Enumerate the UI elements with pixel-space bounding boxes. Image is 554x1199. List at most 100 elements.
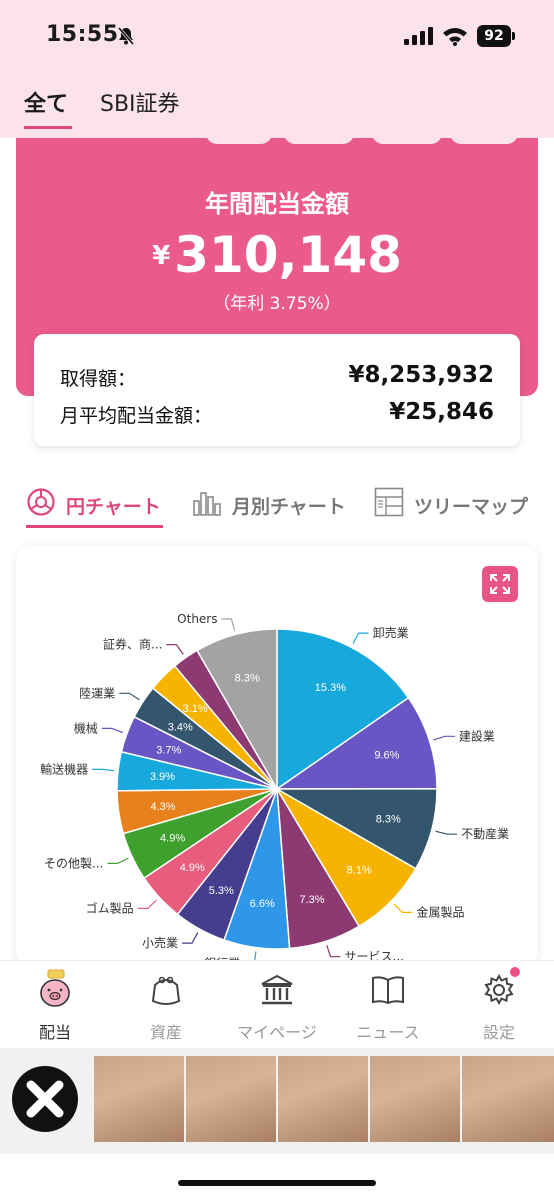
slice-percent-label: 15.3%	[315, 682, 346, 694]
tab-label: ニュース	[356, 1023, 420, 1042]
pie-slice[interactable]	[196, 628, 278, 792]
slice-category-label: その他製...	[44, 856, 103, 870]
slice-category-label: 輸送機器	[40, 761, 88, 776]
leader-line	[182, 932, 199, 944]
treemap-icon	[374, 487, 404, 517]
slice-percent-label: 8.1%	[347, 865, 372, 877]
monthly-average-value: ¥25,846	[389, 399, 494, 425]
slice-percent-label: 3.4%	[168, 721, 193, 733]
acquisition-info-card: 取得額： ¥8,253,932 月平均配当金額： ¥25,846	[34, 334, 520, 446]
slice-category-label: 陸運業	[79, 686, 115, 700]
filter-chip[interactable]	[450, 138, 518, 144]
cellular-signal-icon	[404, 27, 433, 45]
slice-category-label: Others	[177, 612, 217, 626]
leader-line	[119, 692, 140, 701]
slice-category-label: 小売業	[142, 935, 178, 950]
home-indicator	[178, 1180, 376, 1186]
leader-line	[352, 632, 369, 644]
leader-line	[137, 899, 157, 909]
slice-percent-label: 3.7%	[156, 744, 181, 756]
annual-dividend-amount: ¥310,148	[16, 226, 538, 284]
bar-chart-icon	[193, 492, 221, 516]
leader-line	[435, 830, 458, 835]
status-time: 15:55	[46, 22, 119, 47]
filter-chip[interactable]	[372, 138, 442, 144]
slice-category-label: 建設業	[459, 728, 495, 743]
filter-chip[interactable]	[206, 138, 272, 144]
tab-all[interactable]: 全て	[24, 92, 69, 117]
tab-treemap[interactable]: ツリーマップ	[374, 480, 534, 524]
leader-line	[221, 618, 236, 631]
tab-monthly-chart[interactable]: 月別チャート	[192, 480, 352, 524]
ad-image[interactable]	[370, 1056, 460, 1142]
tab-label: 資産	[149, 1023, 182, 1042]
slice-percent-label: 4.9%	[180, 862, 205, 874]
tab-news[interactable]: ニュース	[333, 961, 443, 1049]
pie-chart-card: 15.3% 卸売業 9.6% 建設業 8.3% 不動産業 8.1% 金属製品 7.3% サービス.…	[16, 546, 538, 966]
bottom-tab-bar: 配当 資産 マイページ ニュース	[0, 960, 554, 1049]
expand-button[interactable]	[482, 566, 518, 602]
pie-slice[interactable]	[276, 628, 410, 791]
slice-category-label: 機械	[74, 720, 98, 735]
tab-assets[interactable]: 資産	[111, 961, 221, 1049]
ad-image[interactable]	[186, 1056, 276, 1142]
leader-line	[433, 735, 455, 741]
expand-icon	[490, 574, 510, 594]
tab-pie-chart[interactable]: 円チャート	[26, 480, 166, 524]
leader-line	[166, 643, 184, 655]
active-tab-underline	[26, 525, 163, 528]
tab-settings[interactable]: 設定	[444, 961, 554, 1049]
slice-category-label: ゴム製品	[86, 900, 134, 915]
slice-category-label: 金属製品	[417, 904, 465, 919]
ad-image[interactable]	[94, 1056, 184, 1142]
slice-percent-label: 4.3%	[150, 801, 175, 813]
battery-icon: 92	[477, 25, 511, 47]
acquisition-label: 取得額：	[60, 368, 137, 390]
slice-percent-label: 8.3%	[376, 814, 401, 826]
ad-close-button[interactable]	[12, 1066, 78, 1132]
leader-line	[92, 768, 115, 772]
tab-label: 設定	[482, 1023, 515, 1042]
tab-all-underline	[24, 126, 72, 129]
slice-category-label: 証券、商...	[103, 637, 162, 652]
status-bar: 15:55 92	[0, 0, 554, 70]
slice-percent-label: 3.9%	[150, 771, 175, 783]
battery-nub	[512, 32, 515, 40]
annual-yield: （年利 3.75%）	[213, 294, 341, 314]
account-tabs: 全て SBI証券	[0, 70, 554, 138]
ad-image[interactable]	[462, 1056, 554, 1142]
dividend-summary-card: 年間配当金額 ¥310,148 （年利 3.75%）	[16, 138, 538, 396]
slice-percent-label: 9.6%	[374, 750, 399, 762]
tab-sbi[interactable]: SBI証券	[100, 92, 180, 117]
tab-dividend[interactable]: 配当	[0, 961, 110, 1049]
book-icon	[372, 976, 404, 1005]
leader-line	[326, 945, 341, 958]
wallet-icon	[151, 976, 181, 1005]
ad-banner[interactable]	[0, 1048, 554, 1154]
leader-line	[393, 903, 413, 913]
chart-type-tabs: 円チャート 月別チャート ツリーマップ	[0, 480, 554, 530]
tab-mypage[interactable]: マイページ	[222, 961, 332, 1049]
slice-percent-label: 5.3%	[209, 885, 234, 897]
ad-image[interactable]	[278, 1056, 368, 1142]
amount-value: 310,148	[174, 226, 402, 284]
currency-symbol: ¥	[152, 241, 171, 271]
slice-percent-label: 7.3%	[299, 894, 324, 906]
slice-percent-label: 3.1%	[183, 703, 208, 715]
leader-line	[107, 857, 129, 864]
filter-chip[interactable]	[284, 138, 354, 144]
pie-chart-icon	[27, 488, 55, 516]
summary-title: 年間配当金額	[205, 190, 349, 218]
tab-label: ツリーマップ	[414, 496, 529, 518]
tab-label: 月別チャート	[232, 496, 346, 518]
tab-label: マイページ	[237, 1023, 317, 1042]
tab-label: 配当	[38, 1023, 71, 1042]
slice-percent-label: 4.9%	[160, 833, 185, 845]
pie-chart: 15.3%卸売業9.6%建設業8.3%不動産業8.1%金属製品7.3%サービス.…	[40, 612, 509, 966]
close-icon	[26, 1080, 64, 1118]
slice-percent-label: 8.3%	[235, 673, 260, 685]
tab-label: 円チャート	[66, 496, 161, 518]
gear-icon	[484, 973, 514, 1006]
leader-line	[101, 727, 124, 734]
pie-slice[interactable]	[274, 696, 438, 790]
